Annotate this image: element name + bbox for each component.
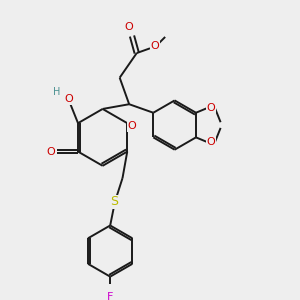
Text: O: O — [128, 121, 136, 131]
Text: F: F — [107, 292, 113, 300]
Text: H: H — [53, 87, 61, 97]
Text: S: S — [110, 195, 118, 208]
Text: O: O — [64, 94, 73, 104]
Text: O: O — [207, 137, 215, 147]
Text: O: O — [150, 41, 159, 51]
Text: O: O — [46, 147, 55, 157]
Text: O: O — [125, 22, 134, 32]
Text: O: O — [207, 103, 215, 113]
